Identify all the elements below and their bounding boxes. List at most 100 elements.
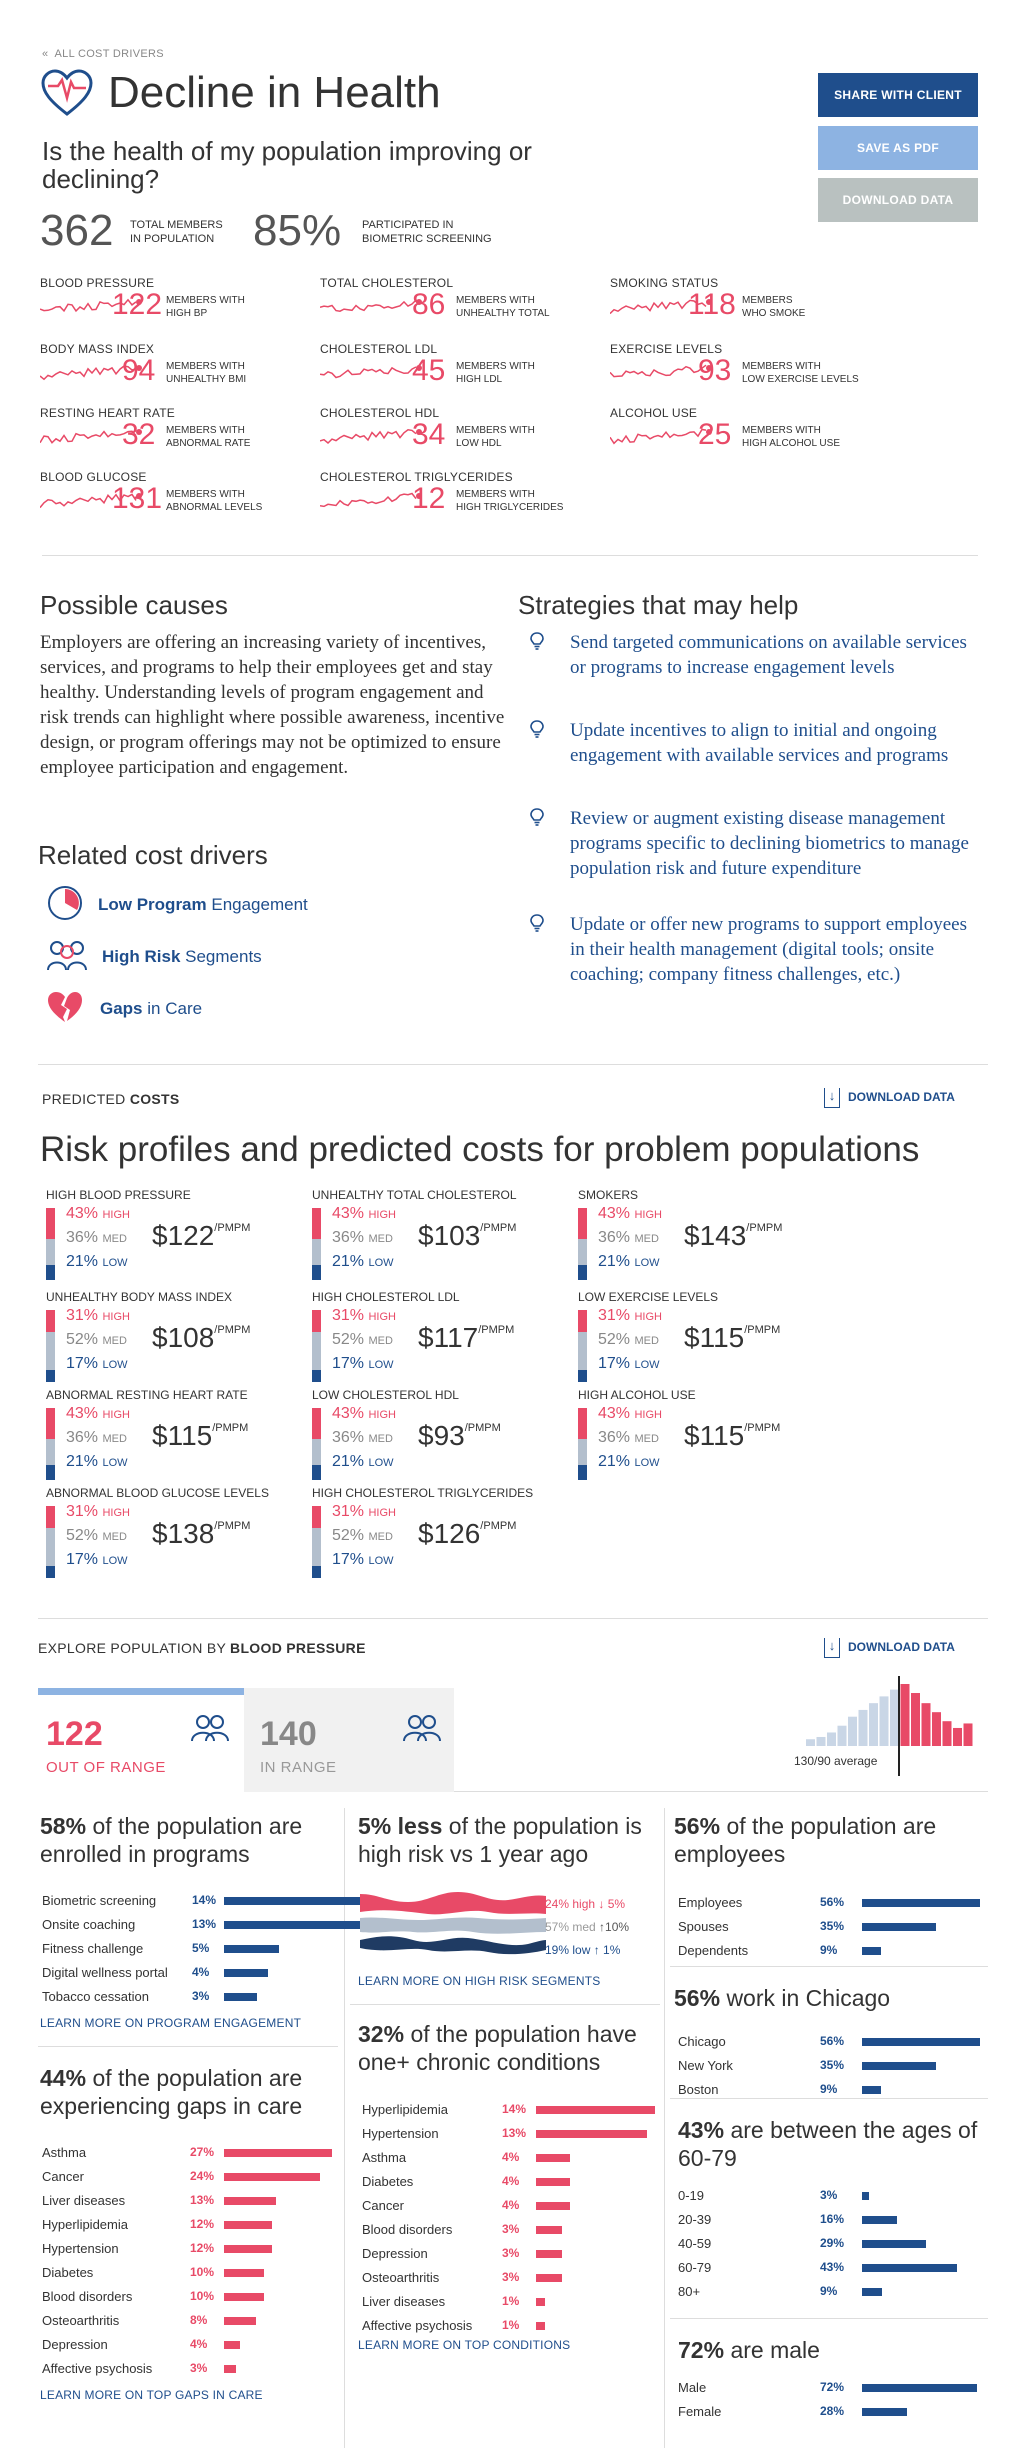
bar-row: Dependents 9% [678, 1943, 988, 1961]
metric-exercise-levels[interactable]: EXERCISE LEVELS 93 MEMBERS WITH LOW EXERCIS… [610, 342, 885, 402]
bar-percent: 8% [190, 2313, 208, 2327]
risk-stack-bar [46, 1506, 55, 1578]
bar-percent: 27% [190, 2145, 215, 2159]
divider [42, 555, 978, 556]
predicted-cost: $117/PMPM [418, 1322, 514, 1354]
costs-download-link[interactable]: ↓ DOWNLOAD DATA [824, 1088, 955, 1108]
pct-low-label: LOW [634, 1359, 660, 1371]
bar-label: Biometric screening [42, 1893, 157, 1908]
metric-resting-heart-rate[interactable]: RESTING HEART RATE 32 MEMBERS WITH ABNORMAL… [40, 406, 315, 466]
bar-med [312, 1439, 321, 1465]
bar-label: Blood disorders [362, 2222, 453, 2237]
related-item-gaps[interactable]: Gaps in Care [46, 988, 346, 1028]
metric-desc-line: MEMBERS WITH [456, 489, 535, 500]
bar-percent: 43% [820, 2260, 845, 2274]
bar-percent: 9% [820, 2082, 838, 2096]
bar-med [46, 1239, 55, 1265]
strategy-item: Review or augment existing disease manag… [530, 806, 980, 881]
pct-low: 21% LOW [598, 1250, 660, 1275]
cost-card-title: ABNORMAL BLOOD GLUCOSE LEVELS [46, 1486, 269, 1500]
metric-cholesterol-triglycerides[interactable]: CHOLESTEROL TRIGLYCERIDES 12 MEMBERS WITH H… [320, 470, 595, 530]
predicted-cost: $138/PMPM [152, 1518, 250, 1550]
bar-fill [536, 2226, 562, 2234]
share-with-client-button[interactable]: SHARE WITH CLIENT [818, 73, 978, 117]
metric-sparkline [320, 492, 422, 508]
bar-percent: 12% [190, 2241, 215, 2255]
histogram-bar [942, 1721, 952, 1746]
cost-unit: /PMPM [214, 1324, 251, 1336]
histogram-bar [890, 1689, 899, 1746]
cost-unit: /PMPM [480, 1222, 517, 1234]
people-icon [403, 1715, 441, 1742]
cost-card: LOW CHOLESTEROL HDL 43% HIGH 36% MED 21% LO… [312, 1388, 572, 1488]
metric-total-cholesterol[interactable]: TOTAL CHOLESTEROL 86 MEMBERS WITH UNHEALTHY… [320, 276, 595, 336]
predicted-cost: $93/PMPM [418, 1420, 501, 1452]
bar-med [46, 1332, 55, 1370]
metric-cholesterol-hdl[interactable]: CHOLESTEROL HDL 34 MEMBERS WITH LOW HDL [320, 406, 595, 466]
save-as-pdf-button[interactable]: SAVE AS PDF [818, 126, 978, 170]
bar-high [46, 1208, 55, 1239]
bar-fill [862, 1947, 881, 1955]
total-members-label: TOTAL MEMBERS IN POPULATION [130, 219, 223, 245]
bar-row: Blood disorders 3% [362, 2222, 662, 2240]
metric-desc-line: HIGH ALCOHOL USE [742, 438, 840, 449]
pct-high-label: HIGH [634, 1209, 662, 1221]
pct-low-label: LOW [102, 1359, 128, 1371]
pct-med-label: MED [102, 1233, 127, 1245]
bar-percent: 13% [502, 2126, 527, 2140]
related-item-engagement[interactable]: Low Program Engagement [46, 884, 346, 924]
metric-smoking-status[interactable]: SMOKING STATUS 118 MEMBERS WHO SMOKE [610, 276, 885, 336]
divider [670, 2098, 988, 2099]
learn-more-gaps-in-care[interactable]: LEARN MORE ON TOP GAPS IN CARE [40, 2388, 263, 2402]
metric-body-mass-index[interactable]: BODY MASS INDEX 94 MEMBERS WITH UNHEALTHY B… [40, 342, 315, 402]
pct-high-value: 31% [66, 1307, 99, 1324]
divider [670, 2318, 988, 2319]
bar-fill [224, 2221, 272, 2229]
back-link[interactable]: « ALL COST DRIVERS [42, 48, 164, 60]
bar-row: Affective psychosis 1% [362, 2318, 662, 2336]
bar-low [312, 1369, 321, 1382]
bar-low [578, 1369, 587, 1382]
learn-more-program-engagement[interactable]: LEARN MORE ON PROGRAM ENGAGEMENT [40, 2016, 302, 2030]
pct-low-label: LOW [634, 1257, 660, 1269]
bar-fill [862, 2384, 978, 2392]
distribution-histogram [806, 1676, 973, 1776]
metric-desc-line: LOW EXERCISE LEVELS [742, 374, 859, 385]
explore-download-link[interactable]: ↓ DOWNLOAD DATA [824, 1638, 955, 1658]
metric-alcohol-use[interactable]: ALCOHOL USE 25 MEMBERS WITH HIGH ALCOHOL US… [610, 406, 885, 466]
learn-more-high-risk-segments[interactable]: LEARN MORE ON HIGH RISK SEGMENTS [358, 1974, 601, 1988]
metric-value: 122 [112, 288, 163, 321]
download-data-button[interactable]: DOWNLOAD DATA [818, 178, 978, 222]
tab-out-of-range[interactable]: 122 OUT OF RANGE [38, 1688, 244, 1792]
metric-description: MEMBERS WITH LOW HDL [456, 424, 535, 450]
bar-row: Boston 9% [678, 2082, 988, 2100]
related-title: Related cost drivers [38, 840, 268, 870]
bar-label: Affective psychosis [362, 2318, 473, 2333]
related-item-risk[interactable]: High Risk Segments [46, 936, 346, 976]
learn-more-top-conditions[interactable]: LEARN MORE ON TOP CONDITIONS [358, 2338, 571, 2352]
bar-percent: 3% [502, 2222, 520, 2236]
metric-blood-pressure[interactable]: BLOOD PRESSURE 122 MEMBERS WITH HIGH BP [40, 276, 315, 336]
bar-low [46, 1264, 55, 1280]
broken-heart-icon [48, 992, 82, 1022]
metric-sparkline [40, 493, 142, 509]
bar-fill [224, 2149, 332, 2157]
pct-med-label: MED [368, 1233, 393, 1245]
bar-label: Chicago [678, 2034, 726, 2049]
tab-in-range[interactable]: 140 IN RANGE [244, 1688, 454, 1792]
metric-value: 93 [698, 354, 732, 387]
pct-high: 31% HIGH [66, 1304, 130, 1329]
bar-fill [224, 2341, 240, 2349]
pct-low-value: 21% [332, 1253, 365, 1270]
bar-med [312, 1332, 321, 1370]
bar-percent: 3% [190, 2361, 208, 2375]
metric-description: MEMBERS WITH ABNORMAL LEVELS [166, 488, 262, 514]
pct-low-value: 21% [598, 1453, 631, 1470]
pct-med-label: MED [102, 1433, 127, 1445]
bar-label: Hyperlipidemia [362, 2102, 448, 2117]
strategy-text: Update or offer new programs to support … [570, 914, 967, 985]
metric-blood-glucose[interactable]: BLOOD GLUCOSE 131 MEMBERS WITH ABNORMAL LEV… [40, 470, 315, 530]
pct-med-label: MED [634, 1433, 659, 1445]
costs-title: Risk profiles and predicted costs for pr… [40, 1130, 920, 1169]
metric-cholesterol-ldl[interactable]: CHOLESTEROL LDL 45 MEMBERS WITH HIGH LDL [320, 342, 595, 402]
